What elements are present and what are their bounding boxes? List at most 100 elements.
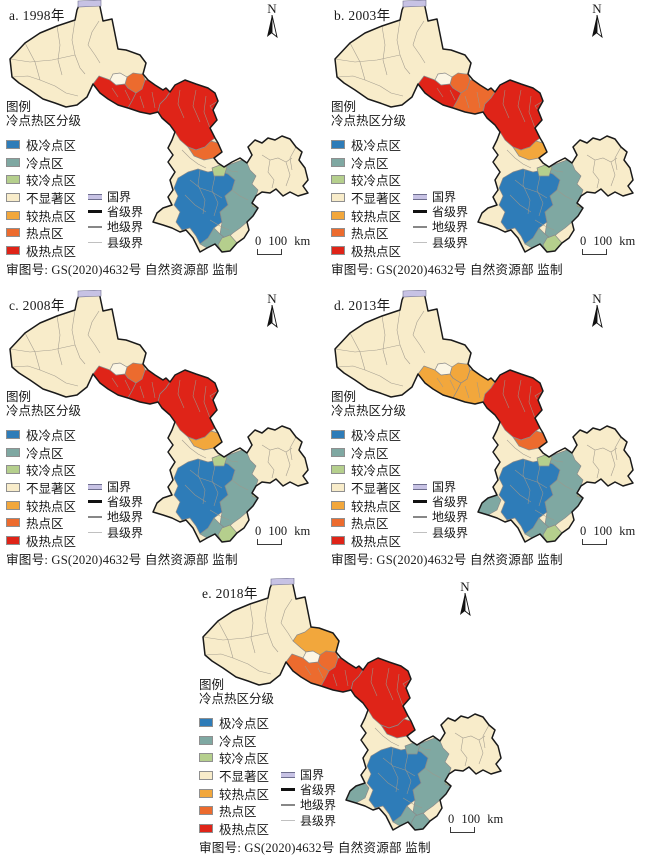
national-boundary-band bbox=[270, 578, 295, 586]
map-region-green_n bbox=[404, 742, 421, 755]
legend-label: 不显著区 bbox=[351, 482, 402, 497]
boundary-legend: 国界 省级界 地级界 县级界 bbox=[88, 189, 143, 250]
boundary-row-national: 国界 bbox=[413, 189, 468, 204]
scale-text: 0 100 km bbox=[580, 234, 636, 248]
boundary-row-county: 县级界 bbox=[88, 525, 143, 540]
gansu-map bbox=[9, 290, 309, 543]
panel-title: b. 2003年 bbox=[334, 8, 391, 23]
legend-swatch-c bbox=[6, 157, 20, 167]
legend-swatch-xc bbox=[6, 140, 20, 150]
national-boundary-symbol bbox=[88, 483, 102, 490]
map-approval-caption: 审图号: GS(2020)4632号 自然资源部 监制 bbox=[331, 553, 563, 567]
boundary-row-prefecture: 地级界 bbox=[88, 509, 143, 524]
legend-label: 不显著区 bbox=[219, 770, 270, 785]
legend-row-xc: 极冷点区 bbox=[199, 714, 274, 732]
boundary-label: 地级界 bbox=[107, 510, 144, 525]
legend: 图例 冷点热区分级 极冷点区 冷点区 较冷点区 不显著区 较热点区 热点区 极热点区 bbox=[199, 678, 274, 837]
legend-label: 冷点区 bbox=[26, 156, 64, 171]
legend-swatch-c bbox=[331, 157, 345, 167]
boundary-label: 县级界 bbox=[107, 525, 144, 540]
scale-bracket bbox=[257, 249, 282, 255]
county-boundary-lines bbox=[335, 309, 622, 521]
legend-swatch-xh bbox=[331, 245, 345, 255]
province-boundary-symbol bbox=[281, 788, 295, 792]
province-boundary-symbol bbox=[88, 210, 102, 214]
legend-label: 热点区 bbox=[351, 227, 389, 242]
legend-label: 不显著区 bbox=[26, 192, 77, 207]
legend-row-rh: 较热点区 bbox=[199, 784, 274, 802]
county-boundary-lines bbox=[203, 597, 490, 809]
map-region-hex_patch bbox=[317, 650, 339, 672]
legend-subtitle: 冷点热区分级 bbox=[6, 114, 82, 128]
boundary-label: 省级界 bbox=[107, 205, 144, 220]
legend-row-xh: 极热点区 bbox=[331, 532, 406, 550]
north-arrow: N bbox=[262, 2, 282, 39]
scale-bar: 0 100 km bbox=[580, 234, 635, 255]
boundary-row-county: 县级界 bbox=[88, 235, 143, 250]
scale-bracket bbox=[450, 827, 475, 833]
map-panel-d: d. 2013年 N 图例 冷点热区分级 极冷点区 冷点区 较冷点区 不显著区 较热点区… bbox=[325, 290, 650, 578]
north-label: N bbox=[460, 579, 470, 594]
legend-label: 较冷点区 bbox=[219, 752, 270, 767]
legend-swatch-c bbox=[331, 447, 345, 457]
map-region-enclave bbox=[302, 650, 321, 664]
province-boundary-symbol bbox=[413, 500, 427, 504]
north-label: N bbox=[592, 291, 602, 306]
legend-row-ns: 不显著区 bbox=[199, 767, 274, 785]
legend-row-h: 热点区 bbox=[199, 802, 274, 820]
legend-label: 冷点区 bbox=[219, 734, 257, 749]
panel-content: d. 2013年 N 图例 冷点热区分级 极冷点区 冷点区 较冷点区 不显著区 较热点区… bbox=[325, 290, 650, 578]
boundary-label: 国界 bbox=[107, 480, 132, 495]
boundary-row-county: 县级界 bbox=[413, 235, 468, 250]
legend-label: 极冷点区 bbox=[26, 139, 77, 154]
map-region-hex_patch bbox=[449, 72, 471, 94]
boundary-row-prefecture: 地级界 bbox=[413, 219, 468, 234]
boundary-legend: 国界 省级界 地级界 县级界 bbox=[413, 189, 468, 250]
legend-row-xh: 极热点区 bbox=[6, 242, 81, 260]
legend-row-rc: 较冷点区 bbox=[331, 171, 406, 189]
map-approval-caption: 审图号: GS(2020)4632号 自然资源部 监制 bbox=[6, 553, 238, 567]
legend-row-h: 热点区 bbox=[6, 514, 81, 532]
legend-title: 图例 bbox=[331, 390, 357, 404]
north-arrow: N bbox=[262, 292, 282, 329]
national-boundary-symbol bbox=[413, 483, 427, 490]
legend-swatch-h bbox=[6, 518, 20, 528]
boundary-row-province: 省级界 bbox=[413, 204, 468, 219]
legend-row-ns: 不显著区 bbox=[6, 479, 81, 497]
legend-rows: 极冷点区 冷点区 较冷点区 不显著区 较热点区 热点区 极热点区 bbox=[331, 136, 406, 259]
prefecture-boundary-symbol bbox=[281, 804, 295, 806]
national-boundary-symbol bbox=[281, 771, 295, 778]
legend-subtitle: 冷点热区分级 bbox=[331, 114, 407, 128]
legend-row-h: 热点区 bbox=[331, 514, 406, 532]
north-arrow-icon bbox=[592, 15, 603, 39]
legend-row-c: 冷点区 bbox=[331, 444, 406, 462]
legend-swatch-rh bbox=[6, 210, 20, 220]
legend-swatch-xh bbox=[331, 535, 345, 545]
legend-label: 极热点区 bbox=[219, 822, 270, 837]
county-boundary-lines bbox=[10, 19, 297, 231]
legend-rows: 极冷点区冷点区较冷点区不显著区 较热点区 热点区极热点区 bbox=[199, 714, 274, 837]
province-boundary bbox=[334, 1, 634, 253]
boundary-row-county: 县级界 bbox=[281, 813, 336, 828]
province-boundary-symbol bbox=[88, 500, 102, 504]
boundary-label: 县级界 bbox=[432, 525, 469, 540]
scale-bar: 0 100 km bbox=[255, 234, 310, 255]
legend: 图例 冷点热区分级 极冷点区 冷点区 较冷点区 不显著区 较热点区 热点区 极热点区 bbox=[6, 100, 81, 259]
national-boundary-band bbox=[77, 0, 102, 8]
boundary-label: 地级界 bbox=[432, 220, 469, 235]
legend-swatch-h bbox=[199, 806, 213, 816]
legend-row-xh: 极热点区 bbox=[331, 242, 406, 260]
legend-swatch-ns bbox=[6, 193, 20, 203]
county-boundary-lines bbox=[335, 19, 622, 231]
legend-subtitle: 冷点热区分级 bbox=[6, 404, 82, 418]
legend-swatch-xh bbox=[199, 823, 213, 833]
legend-row-xc: 极冷点区 bbox=[6, 136, 81, 154]
scale-bar: 0 100 km bbox=[448, 812, 503, 833]
legend-label: 热点区 bbox=[351, 517, 389, 532]
legend-swatch-rc bbox=[199, 753, 213, 763]
legend-row-ns: 不显著区 bbox=[331, 479, 406, 497]
gansu-map bbox=[202, 578, 502, 831]
legend-row-h: 热点区 bbox=[6, 224, 81, 242]
prefecture-boundary-symbol bbox=[413, 516, 427, 518]
legend-label: 较冷点区 bbox=[26, 174, 77, 189]
